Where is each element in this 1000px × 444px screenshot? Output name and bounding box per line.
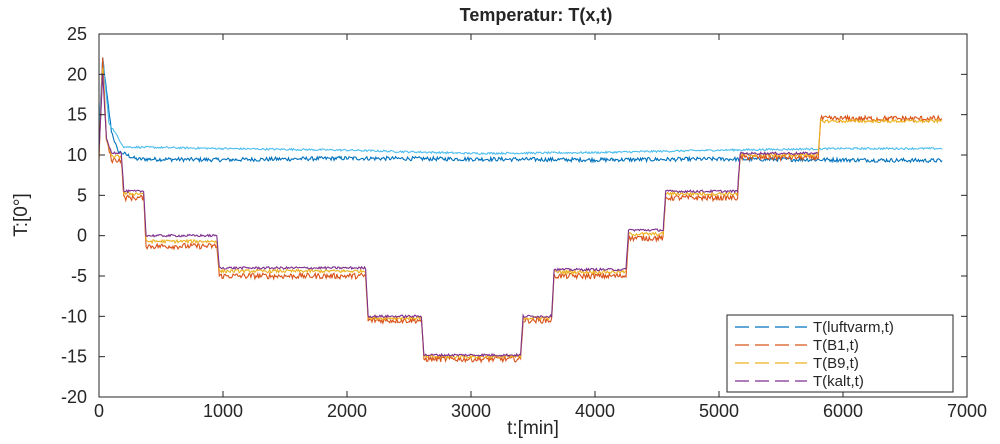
x-tick-label: 6000 (823, 401, 863, 421)
x-tick-label: 0 (94, 401, 104, 421)
y-tick-label: -10 (61, 306, 87, 326)
x-tick-label: 3000 (451, 401, 491, 421)
series-line-5 (98, 73, 819, 358)
x-axis-title: t:[min] (507, 418, 559, 439)
y-tick-label: 15 (67, 105, 87, 125)
chart-title: Temperatur: T(x,t) (460, 5, 613, 25)
legend-box (726, 314, 954, 393)
y-tick-label: -5 (71, 266, 87, 286)
legend-label: T(B1,t) (813, 337, 859, 354)
y-tick-label: 10 (67, 145, 87, 165)
series-line-1 (98, 57, 943, 164)
y-tick-label: 25 (67, 24, 87, 44)
legend-label: T(B9,t) (813, 355, 859, 372)
series-line-2 (98, 59, 943, 156)
y-tick-label: -15 (61, 347, 87, 367)
axes-box (98, 33, 968, 398)
y-tick-label: 20 (67, 64, 87, 84)
x-tick-label: 2000 (327, 401, 367, 421)
legend-label: T(kalt,t) (813, 373, 864, 390)
y-tick-label: 5 (77, 185, 87, 205)
y-axis-title: T:[0°] (11, 193, 32, 237)
x-tick-label: 1000 (203, 401, 243, 421)
x-tick-label: 5000 (699, 401, 739, 421)
y-tick-label: 0 (77, 226, 87, 246)
legend-label: T(luftvarm,t) (813, 319, 894, 336)
x-tick-label: 4000 (575, 401, 615, 421)
tick-layer: 0 1000 2000 3000 4000 5000 6000 70002520151050-… (61, 24, 987, 421)
x-tick-label: 7000 (947, 401, 987, 421)
y-tick-label: -20 (61, 387, 87, 407)
legend: T(luftvarm,t)T(B1,t)T(B9,t)T(kalt,t) (726, 314, 954, 393)
series-layer (98, 57, 943, 364)
